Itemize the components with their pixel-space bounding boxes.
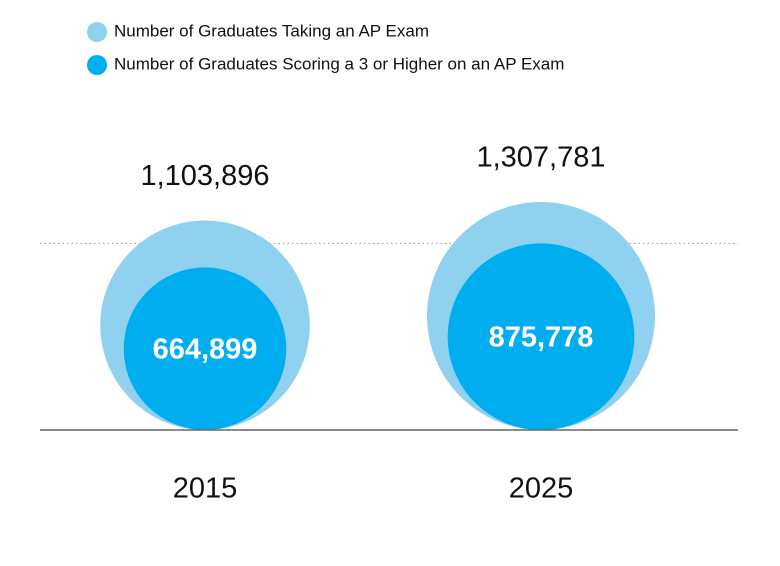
bubble — [123, 267, 287, 430]
legend-swatch — [87, 55, 107, 75]
value-label: 664,899 — [153, 333, 258, 365]
x-tick-label: 2015 — [173, 473, 238, 505]
value-label: 1,103,896 — [140, 160, 269, 192]
legend-swatch — [87, 22, 107, 42]
bubble — [447, 243, 635, 430]
x-tick-label: 2025 — [509, 473, 574, 505]
value-label: 1,307,781 — [476, 142, 605, 174]
legend-label: Number of Graduates Taking an AP Exam — [114, 21, 429, 40]
legend-label: Number of Graduates Scoring a 3 or Highe… — [114, 54, 564, 73]
value-label: 875,778 — [489, 321, 594, 353]
